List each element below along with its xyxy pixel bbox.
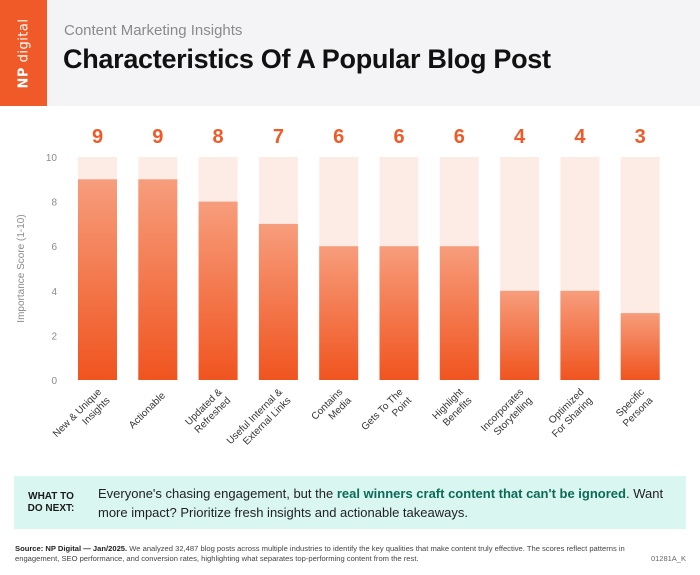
bar bbox=[198, 201, 238, 380]
callout-text-bold: real winners craft content that can't be… bbox=[336, 485, 626, 501]
bar bbox=[78, 179, 117, 380]
bar bbox=[560, 290, 600, 380]
value-label: 4 bbox=[514, 126, 526, 148]
page-title: Characteristics Of A Popular Blog Post bbox=[63, 44, 551, 74]
callout-label-line1: WHAT TO bbox=[28, 490, 74, 502]
value-label: 9 bbox=[152, 126, 163, 148]
category-label: Gets To ThePoint bbox=[360, 386, 415, 441]
page-subtitle: Content Marketing Insights bbox=[64, 22, 243, 39]
value-label: 6 bbox=[393, 126, 404, 148]
callout-label: WHAT TO DO NEXT: bbox=[26, 491, 76, 515]
bar bbox=[138, 179, 178, 380]
callout-text-before: Everyone's chasing engagement, but the bbox=[98, 485, 337, 501]
callout-text-after: . Want more impact? Prioritize fresh ins… bbox=[98, 485, 664, 520]
value-label: 4 bbox=[574, 126, 586, 148]
y-tick-label: 6 bbox=[51, 242, 57, 253]
source-bold: Source: NP Digital — Jan/2025. bbox=[15, 544, 128, 553]
category-label: SpecificPersona bbox=[613, 387, 656, 430]
category-label: OptimizedFor Sharing bbox=[542, 387, 595, 440]
category-label: Useful Internal &External Links bbox=[225, 387, 294, 456]
y-tick-label: 4 bbox=[51, 287, 57, 298]
value-label: 8 bbox=[213, 126, 224, 148]
category-label: Updated &Refreshed bbox=[183, 387, 233, 437]
category-label-line: Actionable bbox=[127, 390, 168, 431]
y-tick-label: 0 bbox=[51, 376, 57, 387]
category-label: ContainsMedia bbox=[310, 387, 354, 431]
what-to-do-next-callout: WHAT TO DO NEXT: Everyone's chasing enga… bbox=[14, 476, 686, 529]
bar bbox=[319, 246, 359, 380]
bar bbox=[500, 290, 540, 380]
chart-code: 01281A_K bbox=[650, 554, 686, 563]
np-digital-logo: NP digital bbox=[0, 0, 47, 106]
source-note: Source: NP Digital — Jan/2025. We analyz… bbox=[15, 544, 625, 564]
callout-text: Everyone's chasing engagement, but the r… bbox=[98, 484, 668, 522]
bar bbox=[258, 223, 298, 380]
source-text: We analyzed 32,487 blog posts across mul… bbox=[15, 544, 625, 563]
value-label: 6 bbox=[333, 126, 344, 148]
category-label: New & UniqueInsights bbox=[51, 386, 113, 448]
y-tick-label: 8 bbox=[51, 198, 57, 209]
header: NP digital Content Marketing Insights Ch… bbox=[0, 0, 700, 106]
bar bbox=[439, 246, 479, 380]
logo-text: NP digital bbox=[16, 18, 31, 88]
category-label: Actionable bbox=[127, 390, 168, 431]
bar bbox=[620, 313, 660, 380]
value-label: 9 bbox=[92, 126, 103, 148]
bar-chart: Importance Score (1-10) 0 2 4 6 8 10 9 New & Uni… bbox=[16, 126, 660, 456]
logo-np: NP bbox=[16, 66, 31, 88]
value-label: 7 bbox=[273, 126, 284, 148]
y-tick-label: 10 bbox=[46, 153, 58, 164]
value-label: 3 bbox=[635, 126, 646, 148]
value-label: 6 bbox=[454, 126, 465, 148]
category-label: IncorporatesStorytelling bbox=[479, 387, 535, 443]
y-tick-label: 2 bbox=[51, 331, 57, 342]
logo-name: digital bbox=[16, 18, 31, 62]
y-axis-label: Importance Score (1-10) bbox=[16, 214, 27, 322]
category-label: HighlightBenefits bbox=[431, 387, 475, 431]
callout-label-line2: DO NEXT: bbox=[27, 502, 75, 514]
bar bbox=[379, 246, 419, 380]
